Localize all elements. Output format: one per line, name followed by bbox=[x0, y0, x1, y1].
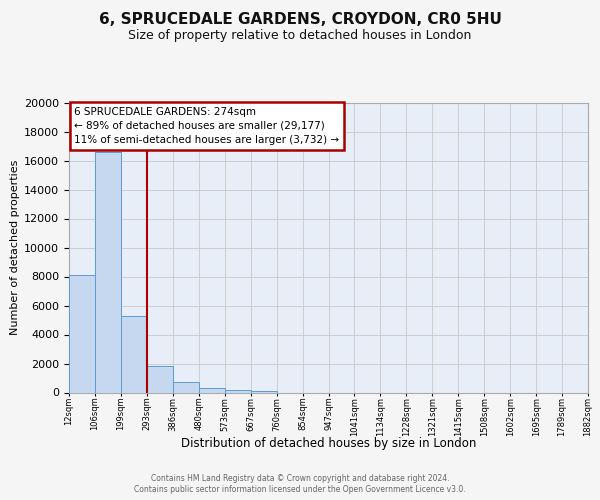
Bar bbox=[147, 366, 173, 392]
Bar bbox=[121, 316, 147, 392]
Text: Contains public sector information licensed under the Open Government Licence v3: Contains public sector information licen… bbox=[134, 485, 466, 494]
Y-axis label: Number of detached properties: Number of detached properties bbox=[10, 160, 20, 335]
Text: Distribution of detached houses by size in London: Distribution of detached houses by size … bbox=[181, 438, 476, 450]
Bar bbox=[173, 382, 199, 392]
Bar bbox=[69, 275, 95, 392]
Text: Contains HM Land Registry data © Crown copyright and database right 2024.: Contains HM Land Registry data © Crown c… bbox=[151, 474, 449, 483]
Bar bbox=[225, 390, 251, 392]
Text: Size of property relative to detached houses in London: Size of property relative to detached ho… bbox=[128, 28, 472, 42]
Bar bbox=[199, 388, 224, 392]
Bar bbox=[95, 152, 121, 392]
Text: 6 SPRUCEDALE GARDENS: 274sqm
← 89% of detached houses are smaller (29,177)
11% o: 6 SPRUCEDALE GARDENS: 274sqm ← 89% of de… bbox=[74, 107, 340, 145]
Bar bbox=[251, 391, 277, 392]
Text: 6, SPRUCEDALE GARDENS, CROYDON, CR0 5HU: 6, SPRUCEDALE GARDENS, CROYDON, CR0 5HU bbox=[98, 12, 502, 28]
